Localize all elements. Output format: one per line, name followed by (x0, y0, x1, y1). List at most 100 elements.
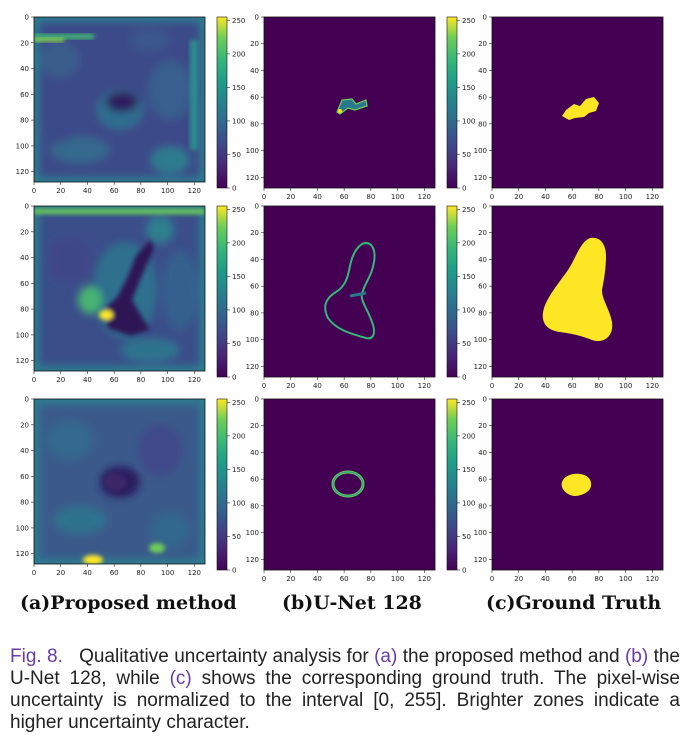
y-tick-label: 20 (250, 229, 259, 237)
x-tick-label: 120 (646, 382, 659, 390)
x-tick-label: 20 (56, 376, 65, 384)
colorbar-tick-label: 250 (232, 17, 245, 25)
y-tick-label: 80 (20, 306, 29, 314)
colorbar-tick-label: 150 (462, 84, 475, 92)
caption-ref-b[interactable]: (b) (624, 646, 649, 667)
y-tick-label: 40 (478, 67, 487, 75)
colorbar-tick-label: 50 (232, 533, 241, 541)
y-tick-label: 20 (478, 40, 487, 48)
y-tick-label: 60 (250, 283, 259, 291)
x-tick-label: 120 (188, 187, 201, 195)
caption-text-2: the proposed method and (397, 646, 625, 667)
colorbar-tick-label: 150 (462, 273, 475, 281)
colorbar-tick-label: 250 (462, 17, 475, 25)
ground-truth-2 (492, 206, 663, 377)
caption-text-1: Qualitative uncertainty analysis for (79, 646, 375, 667)
y-tick-label: 120 (16, 550, 29, 558)
colorbar-tick-label: 100 (462, 117, 475, 125)
uncertainty-map-proposed-3 (34, 399, 205, 564)
colorbar-tick-label: 150 (232, 273, 245, 281)
y-tick-label: 80 (20, 499, 29, 507)
y-tick-label: 20 (250, 422, 259, 430)
x-tick-label: 100 (619, 382, 632, 390)
colorbar-tick-label: 50 (462, 151, 471, 159)
x-tick-label: 120 (188, 376, 201, 384)
y-tick-label: 0 (255, 203, 259, 211)
x-tick-label: 40 (83, 187, 92, 195)
y-tick-label: 100 (474, 147, 487, 155)
uncertainty-map-proposed-2 (34, 206, 205, 371)
x-tick-label: 60 (568, 193, 577, 201)
x-tick-label: 40 (541, 575, 550, 583)
x-tick-label: 0 (490, 382, 494, 390)
y-tick-label: 40 (250, 449, 259, 457)
colorbar-tick-label: 0 (232, 185, 236, 193)
x-tick-label: 0 (32, 569, 36, 577)
y-tick-label: 80 (250, 502, 259, 510)
x-tick-label: 40 (83, 376, 92, 384)
y-tick-label: 120 (246, 556, 259, 564)
y-tick-label: 100 (474, 336, 487, 344)
x-tick-label: 20 (514, 193, 523, 201)
y-tick-label: 20 (20, 39, 29, 47)
colorbar-tick-label: 100 (462, 499, 475, 507)
y-tick-label: 20 (478, 229, 487, 237)
x-tick-label: 0 (490, 193, 494, 201)
x-tick-label: 80 (136, 569, 145, 577)
x-tick-label: 120 (418, 193, 431, 201)
y-tick-label: 40 (478, 449, 487, 457)
y-tick-label: 100 (246, 336, 259, 344)
x-tick-label: 80 (136, 187, 145, 195)
x-tick-label: 120 (646, 193, 659, 201)
axis-ticks: 0020204040606080801001001201200020204040… (16, 14, 659, 584)
colorbar-tick-label: 0 (232, 567, 236, 575)
x-tick-label: 120 (418, 575, 431, 583)
x-tick-label: 100 (161, 376, 174, 384)
caption-ref-a[interactable]: (a) (374, 646, 398, 667)
y-tick-label: 0 (25, 203, 29, 211)
y-tick-label: 60 (250, 476, 259, 484)
y-tick-label: 40 (20, 254, 29, 262)
x-tick-label: 80 (366, 382, 375, 390)
colorbar-tick-label: 200 (462, 432, 475, 440)
y-tick-label: 0 (25, 14, 29, 22)
x-tick-label: 120 (188, 569, 201, 577)
x-tick-label: 40 (313, 193, 322, 201)
y-tick-label: 100 (16, 142, 29, 150)
uncertainty-map-proposed-1 (34, 17, 205, 182)
y-tick-label: 60 (478, 476, 487, 484)
colorbar-tick-label: 0 (462, 185, 466, 193)
colorbar-tick-label: 150 (462, 466, 475, 474)
y-tick-label: 0 (25, 396, 29, 404)
colorbar-tick-label: 100 (232, 117, 245, 125)
y-tick-label: 120 (474, 363, 487, 371)
x-tick-label: 100 (391, 193, 404, 201)
colorbar-tick-label: 100 (232, 306, 245, 314)
colorbar-tick-label: 200 (232, 239, 245, 247)
y-tick-label: 120 (16, 168, 29, 176)
x-tick-label: 40 (83, 569, 92, 577)
y-tick-label: 20 (20, 228, 29, 236)
x-tick-label: 20 (56, 569, 65, 577)
y-tick-label: 20 (20, 421, 29, 429)
x-tick-label: 80 (136, 376, 145, 384)
y-tick-label: 80 (250, 309, 259, 317)
caption-text-4: shows the corresponding ground truth. Th… (10, 668, 680, 733)
x-tick-label: 0 (32, 187, 36, 195)
x-tick-label: 60 (110, 376, 119, 384)
unet-uncertainty-2 (264, 206, 435, 377)
colorbar-tick-label: 150 (232, 84, 245, 92)
row-3 (33, 398, 664, 571)
y-tick-label: 0 (255, 396, 259, 404)
caption-prefix: Fig. 8. (10, 646, 63, 667)
x-tick-label: 80 (366, 193, 375, 201)
x-tick-label: 20 (514, 575, 523, 583)
y-tick-label: 100 (16, 331, 29, 339)
x-tick-label: 80 (594, 382, 603, 390)
colorbar-tick-label: 0 (462, 374, 466, 382)
row-1 (33, 16, 664, 189)
colorbar-tick-label: 150 (232, 466, 245, 474)
caption-ref-c[interactable]: (c) (169, 668, 192, 689)
y-tick-label: 60 (478, 94, 487, 102)
